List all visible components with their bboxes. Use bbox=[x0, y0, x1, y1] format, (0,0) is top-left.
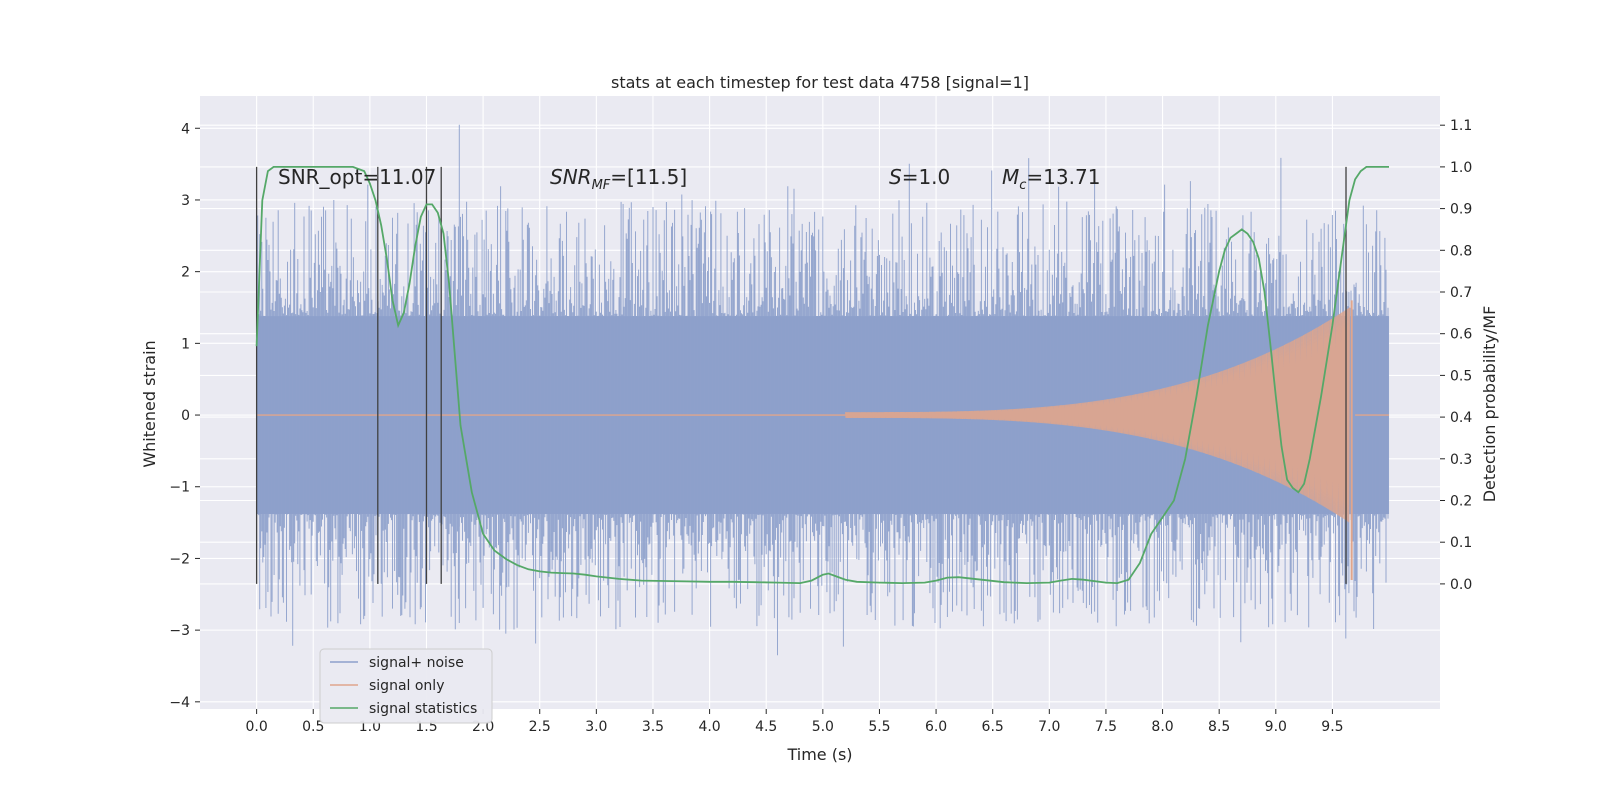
y-right-tick-label: 1.0 bbox=[1450, 160, 1472, 176]
y-tick-label: −3 bbox=[169, 623, 190, 639]
legend-label-noise: signal+ noise bbox=[369, 655, 464, 671]
x-tick-label: 6.5 bbox=[982, 719, 1004, 735]
y-right-tick-label: 0.9 bbox=[1450, 202, 1472, 218]
legend-label-signal: signal only bbox=[369, 678, 444, 694]
x-tick-label: 7.0 bbox=[1038, 719, 1060, 735]
chart-title: stats at each timestep for test data 475… bbox=[611, 73, 1029, 92]
x-tick-label: 2.5 bbox=[529, 719, 551, 735]
y-axis-label-right: Detection probability/MF bbox=[1480, 306, 1499, 503]
annotation-s: S=1.0 bbox=[889, 165, 950, 189]
x-tick-label: 8.5 bbox=[1208, 719, 1230, 735]
x-tick-label: 9.0 bbox=[1265, 719, 1287, 735]
vertical-markers bbox=[255, 166, 1347, 584]
y-right-tick-label: 0.6 bbox=[1450, 327, 1472, 343]
y-axis-label: Whitened strain bbox=[140, 340, 159, 467]
mc-subscript: c bbox=[1019, 178, 1026, 193]
y-right-tick-label: 0.0 bbox=[1450, 577, 1472, 593]
s-value: =1.0 bbox=[902, 165, 951, 189]
x-tick-label: 7.5 bbox=[1095, 719, 1117, 735]
y-tick-label: 0 bbox=[181, 408, 190, 424]
y-right-tick-label: 1.1 bbox=[1450, 118, 1472, 134]
x-tick-label: 5.0 bbox=[812, 719, 834, 735]
x-tick-label: 8.0 bbox=[1151, 719, 1173, 735]
x-tick-label: 9.5 bbox=[1321, 719, 1343, 735]
x-tick-label: 4.5 bbox=[755, 719, 777, 735]
y-right-tick-label: 0.4 bbox=[1450, 410, 1472, 426]
x-tick-label: 3.0 bbox=[585, 719, 607, 735]
legend-box bbox=[319, 648, 493, 724]
annotation-snr-mf: SNRMF=[11.5] bbox=[550, 165, 687, 193]
y-tick-label: −4 bbox=[169, 695, 190, 711]
snr-mf-value: =[11.5] bbox=[610, 165, 687, 189]
y-tick-label: −1 bbox=[169, 480, 190, 496]
snr-mf-symbol: SNR bbox=[550, 165, 592, 189]
x-axis-label: Time (s) bbox=[786, 745, 852, 764]
y-tick-label: 1 bbox=[181, 336, 190, 352]
y-tick-label: 4 bbox=[181, 121, 190, 137]
y-right-tick-label: 0.2 bbox=[1450, 493, 1472, 509]
mc-symbol: M bbox=[1002, 165, 1019, 189]
annotation-snr-opt: SNR_opt=11.07 bbox=[278, 165, 436, 189]
x-tick-label: 0.0 bbox=[245, 719, 267, 735]
y-right-tick-label: 0.8 bbox=[1450, 243, 1472, 259]
signal-statistics-line bbox=[255, 166, 1389, 585]
y-right-tick-label: 0.7 bbox=[1450, 285, 1472, 301]
x-tick-label: 6.0 bbox=[925, 719, 947, 735]
x-tick-label: 0.5 bbox=[302, 719, 324, 735]
signal-statistics-series bbox=[255, 166, 1389, 585]
mc-value: =13.71 bbox=[1026, 165, 1100, 189]
y-right-tick-label: 0.1 bbox=[1450, 535, 1472, 551]
y-tick-label: 3 bbox=[181, 193, 190, 209]
y-right-tick-label: 0.3 bbox=[1450, 452, 1472, 468]
snr-mf-subscript: MF bbox=[592, 178, 611, 193]
x-tick-label: 5.5 bbox=[868, 719, 890, 735]
s-symbol: S bbox=[889, 165, 902, 189]
y-right-tick-label: 0.5 bbox=[1450, 368, 1472, 384]
signal-only-series bbox=[256, 300, 1390, 580]
x-tick-label: 3.5 bbox=[642, 719, 664, 735]
y-tick-label: 2 bbox=[181, 265, 190, 281]
ticks: 0.0 0.5 1.0 1.5 2.0 2.5 3.0 3.5 4.0 4.5 5.0 5.5 6.0 6… bbox=[169, 118, 1472, 735]
y-tick-label: −2 bbox=[169, 551, 190, 567]
signal-chirp bbox=[845, 307, 1350, 523]
x-tick-label: 4.0 bbox=[698, 719, 720, 735]
legend-label-stats: signal statistics bbox=[369, 701, 477, 717]
annotation-mc: Mc=13.71 bbox=[1002, 165, 1100, 193]
legend: signal+ noise signal only signal statist… bbox=[319, 648, 493, 724]
